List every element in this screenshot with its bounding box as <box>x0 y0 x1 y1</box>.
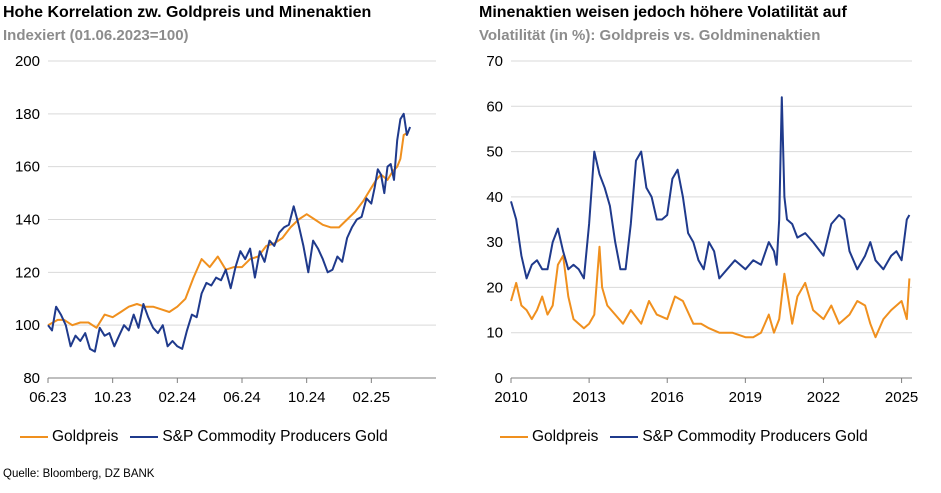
legend-item-gold: Goldpreis <box>20 428 118 446</box>
x-tick-label: 06.23 <box>29 389 67 406</box>
y-tick-label: 60 <box>486 98 503 115</box>
x-tick-label: 10.24 <box>288 389 326 406</box>
y-tick-label: 70 <box>486 53 503 70</box>
x-tick-label: 2019 <box>729 389 762 406</box>
y-tick-label: 0 <box>495 370 503 387</box>
series-line-miners <box>47 112 412 353</box>
chart2-subtitle: Volatilität (in %): Goldpreis vs. Goldmi… <box>479 27 821 44</box>
series-line-gold <box>510 245 911 339</box>
y-tick-label: 140 <box>15 212 40 229</box>
x-tick-label: 10.23 <box>94 389 132 406</box>
chart1-legend: Goldpreis S&P Commodity Producers Gold <box>20 428 400 446</box>
y-tick-label: 80 <box>23 370 40 387</box>
chart1-subtitle: Indexiert (01.06.2023=100) <box>3 27 189 44</box>
series-line-miners <box>510 96 911 280</box>
chart2-title: Minenaktien weisen jedoch höhere Volatil… <box>479 4 847 21</box>
x-tick-label: 2010 <box>494 389 527 406</box>
y-tick-label: 40 <box>486 189 503 206</box>
y-tick-label: 160 <box>15 159 40 176</box>
x-tick-label: 2025 <box>885 389 918 406</box>
y-tick-label: 10 <box>486 325 503 342</box>
source-note: Quelle: Bloomberg, DZ BANK <box>3 468 155 480</box>
x-tick-label: 2022 <box>807 389 840 406</box>
x-tick-label: 02.24 <box>159 389 197 406</box>
legend-item-gold: Goldpreis <box>500 428 598 446</box>
legend-swatch-miners <box>130 435 159 439</box>
chart2-legend: Goldpreis S&P Commodity Producers Gold <box>500 428 880 446</box>
legend-item-miners: S&P Commodity Producers Gold <box>610 428 868 446</box>
y-tick-label: 20 <box>486 279 503 296</box>
y-tick-label: 200 <box>15 53 40 70</box>
x-tick-label: 2016 <box>651 389 684 406</box>
y-tick-label: 120 <box>15 264 40 281</box>
series-line-gold <box>47 131 409 329</box>
x-tick-label: 2013 <box>572 389 605 406</box>
chart1-plot: 200 180 160 140 120 100 80 06.23 10.23 02.24 06.24… <box>15 53 436 406</box>
legend-swatch-gold <box>20 435 48 439</box>
legend-label-miners: S&P Commodity Producers Gold <box>642 428 868 445</box>
y-tick-label: 180 <box>15 106 40 123</box>
legend-label-gold: Goldpreis <box>52 428 119 445</box>
chart1-title: Hohe Korrelation zw. Goldpreis und Minen… <box>3 4 372 21</box>
x-tick-label: 02.25 <box>353 389 391 406</box>
x-tick-label: 06.24 <box>223 389 261 406</box>
legend-label-miners: S&P Commodity Producers Gold <box>162 428 388 445</box>
y-tick-label: 30 <box>486 234 503 251</box>
legend-swatch-gold <box>500 435 528 439</box>
legend-item-miners: S&P Commodity Producers Gold <box>130 428 388 446</box>
y-tick-label: 100 <box>15 317 40 334</box>
legend-label-gold: Goldpreis <box>532 428 599 445</box>
legend-swatch-miners <box>610 435 639 439</box>
y-tick-label: 50 <box>486 144 503 161</box>
